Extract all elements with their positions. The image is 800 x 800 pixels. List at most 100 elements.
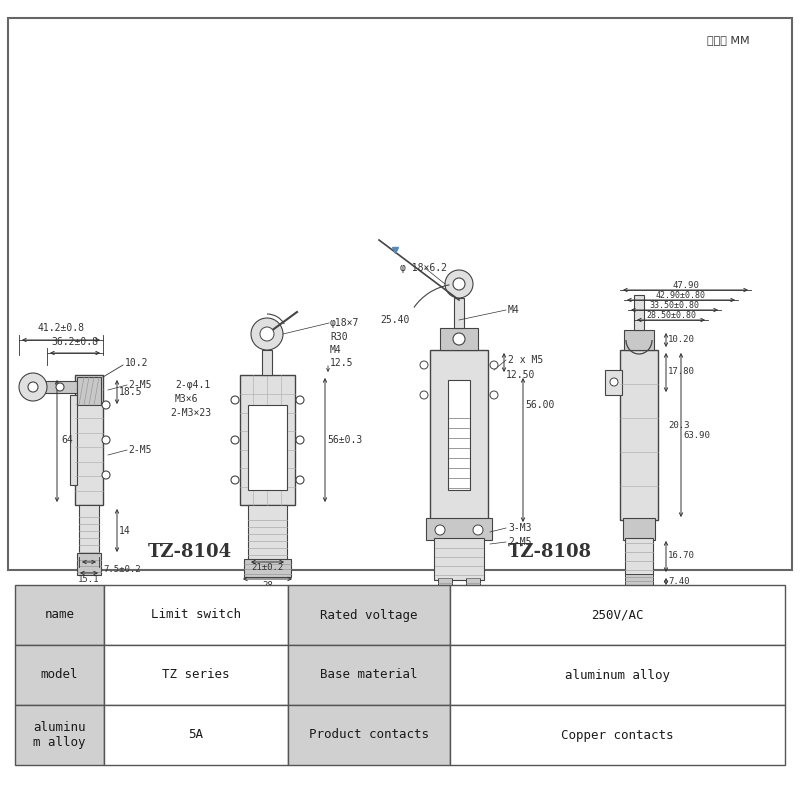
Bar <box>103 645 288 705</box>
Text: 2-M5: 2-M5 <box>128 380 151 390</box>
Circle shape <box>610 378 618 386</box>
Bar <box>37 381 77 393</box>
Text: 42.90±0.80: 42.90±0.80 <box>656 290 706 299</box>
Circle shape <box>56 383 64 391</box>
Bar <box>288 645 450 705</box>
Bar <box>426 518 492 540</box>
Circle shape <box>453 278 465 290</box>
Text: 15.1: 15.1 <box>78 575 100 585</box>
Text: M4: M4 <box>508 305 520 315</box>
Bar <box>240 375 295 505</box>
Bar <box>15 585 103 645</box>
Text: aluminu
m alloy: aluminu m alloy <box>33 721 86 749</box>
Circle shape <box>296 436 304 444</box>
Bar <box>15 705 103 765</box>
Bar <box>623 518 655 540</box>
Text: 63.90: 63.90 <box>683 430 710 439</box>
Bar <box>625 538 653 575</box>
Text: Limit switch: Limit switch <box>151 609 241 622</box>
Bar <box>430 350 488 520</box>
Text: 20.3: 20.3 <box>668 421 690 430</box>
Text: 33.50±0.80: 33.50±0.80 <box>650 301 699 310</box>
Text: 16.70: 16.70 <box>668 551 695 561</box>
Text: 15.20: 15.20 <box>628 595 655 605</box>
Bar <box>605 370 622 395</box>
Circle shape <box>231 436 239 444</box>
Text: 29.00: 29.00 <box>446 611 473 621</box>
Text: 56±0.3: 56±0.3 <box>327 435 362 445</box>
Bar <box>434 538 484 580</box>
Text: Rated voltage: Rated voltage <box>321 609 418 622</box>
Circle shape <box>473 525 483 535</box>
Circle shape <box>102 436 110 444</box>
Text: 2-M3×23: 2-M3×23 <box>170 408 211 418</box>
Bar <box>77 377 101 405</box>
Text: 28: 28 <box>262 582 273 590</box>
Bar <box>440 328 478 350</box>
Circle shape <box>453 333 465 345</box>
Bar <box>15 645 103 705</box>
Text: model: model <box>41 669 78 682</box>
Bar <box>634 295 644 330</box>
Text: 2-M5: 2-M5 <box>508 537 531 547</box>
Text: 2-M5: 2-M5 <box>128 445 151 455</box>
Bar <box>288 705 450 765</box>
Bar <box>450 705 785 765</box>
Text: 2-φ4.1: 2-φ4.1 <box>175 380 210 390</box>
Text: φ18×7: φ18×7 <box>330 318 359 328</box>
Circle shape <box>490 361 498 369</box>
Circle shape <box>420 391 428 399</box>
Bar <box>450 585 785 645</box>
Text: 26.90: 26.90 <box>626 610 653 619</box>
Bar <box>103 705 288 765</box>
Bar <box>448 380 470 490</box>
Text: 7.5±0.2: 7.5±0.2 <box>103 565 141 574</box>
Circle shape <box>260 327 274 341</box>
Bar <box>438 578 452 590</box>
Text: R30: R30 <box>330 332 348 342</box>
Text: 7.40: 7.40 <box>668 577 690 586</box>
Bar <box>248 505 287 560</box>
Bar <box>70 395 77 485</box>
Text: M4: M4 <box>330 345 342 355</box>
Text: φ 18×6.2: φ 18×6.2 <box>400 263 447 273</box>
Text: M3×6: M3×6 <box>175 394 198 404</box>
Bar <box>262 350 272 375</box>
Text: 3-M3: 3-M3 <box>508 523 531 533</box>
Bar <box>620 350 658 520</box>
Text: 41.2±0.8: 41.2±0.8 <box>38 323 85 333</box>
Circle shape <box>420 361 428 369</box>
Text: aluminum alloy: aluminum alloy <box>565 669 670 682</box>
Text: 250V/AC: 250V/AC <box>591 609 644 622</box>
Circle shape <box>102 401 110 409</box>
Text: 14: 14 <box>119 526 130 536</box>
Bar <box>244 559 291 577</box>
Bar <box>454 298 464 328</box>
Text: 单位： MM: 单位： MM <box>707 35 750 45</box>
Text: 12.5: 12.5 <box>330 358 354 368</box>
Text: 10.2: 10.2 <box>125 358 149 368</box>
Text: 47.90: 47.90 <box>672 281 699 290</box>
Text: 21⁺⁰·²: 21⁺⁰·² <box>443 595 475 605</box>
Text: Copper contacts: Copper contacts <box>562 729 674 742</box>
Text: 36.2±0.8: 36.2±0.8 <box>51 337 98 347</box>
Circle shape <box>251 318 283 350</box>
Text: 17.80: 17.80 <box>668 367 695 377</box>
Text: 21±0.2: 21±0.2 <box>251 563 284 573</box>
Text: Product contacts: Product contacts <box>309 729 429 742</box>
Circle shape <box>435 525 445 535</box>
Text: 56.00: 56.00 <box>525 400 554 410</box>
Bar <box>248 405 287 490</box>
Bar <box>624 330 654 350</box>
Text: 12.50: 12.50 <box>506 370 535 380</box>
Text: 28.50±0.80: 28.50±0.80 <box>646 310 696 319</box>
Circle shape <box>445 270 473 298</box>
Bar <box>103 585 288 645</box>
Bar <box>466 578 480 590</box>
Text: TZ-8108: TZ-8108 <box>508 543 592 561</box>
Text: TZ series: TZ series <box>162 669 230 682</box>
Bar <box>75 375 103 505</box>
Text: 38.1: 38.1 <box>59 603 81 613</box>
Text: 64: 64 <box>61 435 73 445</box>
Text: 25: 25 <box>84 590 94 598</box>
